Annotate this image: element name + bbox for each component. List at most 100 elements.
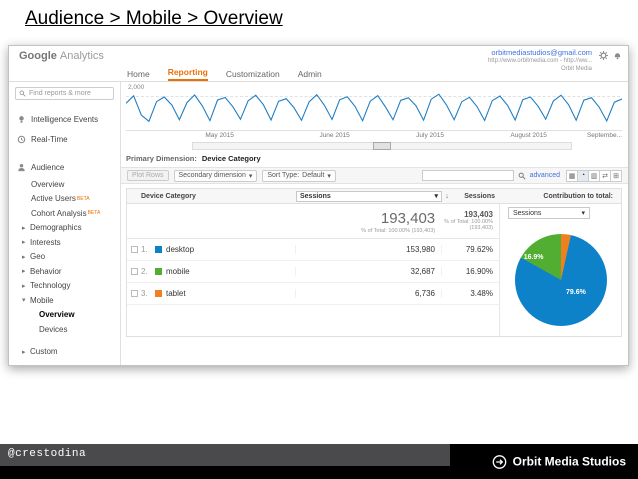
sidebar-item-geo[interactable]: ▸ Geo (22, 252, 46, 262)
orbit-logo-icon (492, 454, 506, 469)
account-email[interactable]: orbitmediastudios@gmail.com (491, 48, 592, 57)
x-axis-label: July 2015 (416, 132, 444, 139)
sidebar-item-active-users[interactable]: Active Users BETA (31, 194, 90, 204)
chevron-right-icon: ▸ (22, 224, 26, 232)
x-axis-label: May 2015 (205, 132, 234, 139)
column-header-sessions[interactable]: Sessions ▾ (296, 190, 442, 202)
sidebar-item-interests[interactable]: ▸ Interests (22, 237, 61, 247)
gear-icon[interactable] (599, 51, 608, 60)
table-summary-row: 193,403 % of Total: 100.00% (193,403) 19… (127, 204, 499, 239)
chevron-right-icon: ▸ (22, 282, 26, 290)
chevron-right-icon: ▸ (22, 348, 26, 356)
sidebar-item-mobile-devices[interactable]: Devices (39, 324, 68, 334)
sidebar-item-cohort-analysis[interactable]: Cohort Analysis BETA (31, 208, 101, 218)
row-sessions: 153,980 (295, 245, 441, 254)
row-label[interactable]: mobile (166, 267, 190, 276)
account-info: orbitmediastudios@gmail.com http://www.o… (488, 48, 592, 73)
chevron-right-icon: ▸ (22, 253, 26, 261)
column-header-device-category[interactable]: Device Category (141, 192, 196, 200)
primary-dimension-value[interactable]: Device Category (201, 154, 261, 163)
sort-type-button[interactable]: Sort Type: Default ▾ (262, 169, 336, 182)
row-sessions-pct: 3.48% (441, 289, 499, 298)
x-axis-label: June 2015 (319, 132, 350, 139)
sidebar-item-demographics[interactable]: ▸ Demographics (22, 223, 82, 233)
row-checkbox[interactable] (130, 290, 138, 297)
view-switcher: ▦ ◔ ▥ ⇄ ⊞ (566, 169, 622, 182)
sidebar-item-overview[interactable]: Overview (31, 179, 65, 189)
caret-down-icon: ▾ (434, 193, 438, 200)
main-nav: Home Reporting Customization Admin (9, 66, 628, 82)
sort-direction-icon[interactable]: ↓ (445, 192, 449, 200)
table-search-input[interactable] (421, 170, 514, 181)
x-axis-labels: May 2015 June 2015 July 2015 August 2015… (126, 132, 622, 141)
y-axis-label: 2,000 (128, 84, 145, 91)
chevron-right-icon: ▸ (22, 239, 26, 247)
table-row: 2. mobile 32,687 16.90% (127, 261, 499, 283)
audience-icon (18, 163, 25, 171)
color-swatch (155, 246, 162, 253)
total-sessions-pct: 193,403 (464, 210, 493, 219)
secondary-dimension-button[interactable]: Secondary dimension ▾ (173, 169, 258, 182)
row-sessions: 32,687 (295, 267, 441, 276)
row-label[interactable]: desktop (166, 245, 195, 254)
row-sessions: 6,736 (295, 289, 441, 298)
footer-handle: @crestodina (8, 448, 87, 460)
beta-badge: BETA (76, 195, 90, 202)
contribution-label: Contribution to total: (543, 192, 613, 200)
page-title: Audience > Mobile > Overview (25, 8, 283, 29)
row-index: 3. (141, 289, 148, 298)
column-header-sessions-pct[interactable]: Sessions (464, 192, 495, 200)
pie-chart: 79.6% 16.9% (514, 234, 607, 326)
total-sessions: 193,403 (380, 210, 436, 227)
x-axis-label: August 2015 (510, 132, 547, 139)
contribution-panel: Sessions ▾ 79.6% 16.9% (500, 204, 621, 336)
total-sessions-pct-note: % of Total: 100.00% (193,403) (444, 219, 493, 231)
table-row: 3. tablet 6,736 3.48% (127, 283, 499, 305)
color-swatch (155, 290, 162, 297)
timeline-scrollbar[interactable] (192, 142, 572, 150)
sidebar: Find reports & more Intelligence Events … (9, 82, 121, 365)
sidebar-item-technology[interactable]: ▸ Technology (22, 281, 71, 291)
nav-home[interactable]: Home (127, 69, 150, 79)
sidebar-item-custom[interactable]: ▸ Custom (22, 347, 58, 357)
timeline-brush[interactable] (373, 142, 391, 150)
view-pivot-icon[interactable]: ⊞ (610, 169, 622, 182)
sidebar-item-behavior[interactable]: ▸ Behavior (22, 266, 62, 276)
sidebar-item-real-time[interactable]: Real-Time (9, 129, 120, 149)
x-axis-line (126, 130, 622, 131)
plot-rows-button[interactable]: Plot Rows (127, 170, 169, 181)
advanced-link[interactable]: advanced (529, 172, 560, 179)
table-row: 1. desktop 153,980 79.62% (127, 239, 499, 261)
sidebar-item-intelligence-events[interactable]: Intelligence Events (9, 109, 120, 129)
account-name: Orbit Media (560, 65, 592, 72)
row-checkbox[interactable] (130, 246, 138, 253)
row-checkbox[interactable] (130, 268, 138, 275)
table-header: Device Category Sessions ▾ ↓ Sessions Co… (127, 189, 621, 204)
sessions-sparkline (126, 93, 622, 123)
row-index: 1. (141, 245, 148, 254)
caret-down-icon: ▾ (248, 172, 253, 180)
orbit-brand: Orbit Media Studios (492, 454, 626, 469)
nav-reporting[interactable]: Reporting (167, 67, 208, 81)
sessions-chart: 2,000 May 2015 June 2015 July 2015 Augus… (126, 84, 622, 150)
bell-icon[interactable] (613, 51, 622, 60)
sidebar-item-audience[interactable]: Audience (9, 157, 120, 177)
sidebar-item-mobile-overview[interactable]: Overview (39, 310, 75, 320)
sidebar-search[interactable]: Find reports & more (15, 87, 114, 100)
primary-dimension-bar: Primary Dimension: Device Category (126, 152, 261, 165)
lightbulb-icon (19, 115, 24, 123)
row-label[interactable]: tablet (166, 289, 186, 298)
sidebar-item-mobile[interactable]: ▾ Mobile (22, 295, 54, 305)
search-icon[interactable] (518, 172, 526, 180)
google-analytics-logo: Google Analytics (19, 50, 104, 62)
row-index: 2. (141, 267, 148, 276)
contribution-metric-select[interactable]: Sessions ▾ (508, 207, 590, 219)
nav-admin[interactable]: Admin (297, 69, 322, 79)
total-sessions-note: % of Total: 100.00% (193,403) (361, 228, 436, 234)
clock-icon (17, 135, 26, 143)
ga-top-bar: Google Analytics orbitmediastudios@gmail.… (9, 46, 628, 72)
report-main: 2,000 May 2015 June 2015 July 2015 Augus… (121, 82, 628, 365)
row-sessions-pct: 16.90% (441, 267, 499, 276)
sidebar-search-placeholder: Find reports & more (29, 90, 91, 97)
nav-customization[interactable]: Customization (225, 69, 280, 79)
